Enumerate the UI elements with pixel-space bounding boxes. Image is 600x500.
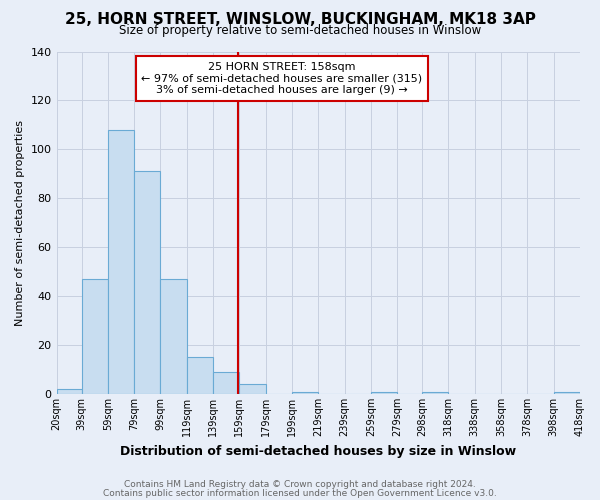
Bar	[56, 389, 82, 394]
Text: Size of property relative to semi-detached houses in Winslow: Size of property relative to semi-detach…	[119, 24, 481, 37]
Text: Contains public sector information licensed under the Open Government Licence v3: Contains public sector information licen…	[103, 489, 497, 498]
Bar	[213, 372, 239, 394]
X-axis label: Distribution of semi-detached houses by size in Winslow: Distribution of semi-detached houses by …	[120, 444, 517, 458]
Bar	[239, 384, 266, 394]
Bar	[422, 392, 448, 394]
Bar	[292, 392, 318, 394]
Bar	[371, 392, 397, 394]
Bar	[134, 172, 160, 394]
Bar	[187, 358, 213, 394]
Text: 25, HORN STREET, WINSLOW, BUCKINGHAM, MK18 3AP: 25, HORN STREET, WINSLOW, BUCKINGHAM, MK…	[65, 12, 535, 28]
Bar	[82, 279, 108, 394]
Text: Contains HM Land Registry data © Crown copyright and database right 2024.: Contains HM Land Registry data © Crown c…	[124, 480, 476, 489]
Y-axis label: Number of semi-detached properties: Number of semi-detached properties	[15, 120, 25, 326]
Bar	[160, 279, 187, 394]
Bar	[554, 392, 580, 394]
Bar	[108, 130, 134, 394]
Text: 25 HORN STREET: 158sqm
← 97% of semi-detached houses are smaller (315)
3% of sem: 25 HORN STREET: 158sqm ← 97% of semi-det…	[141, 62, 422, 95]
